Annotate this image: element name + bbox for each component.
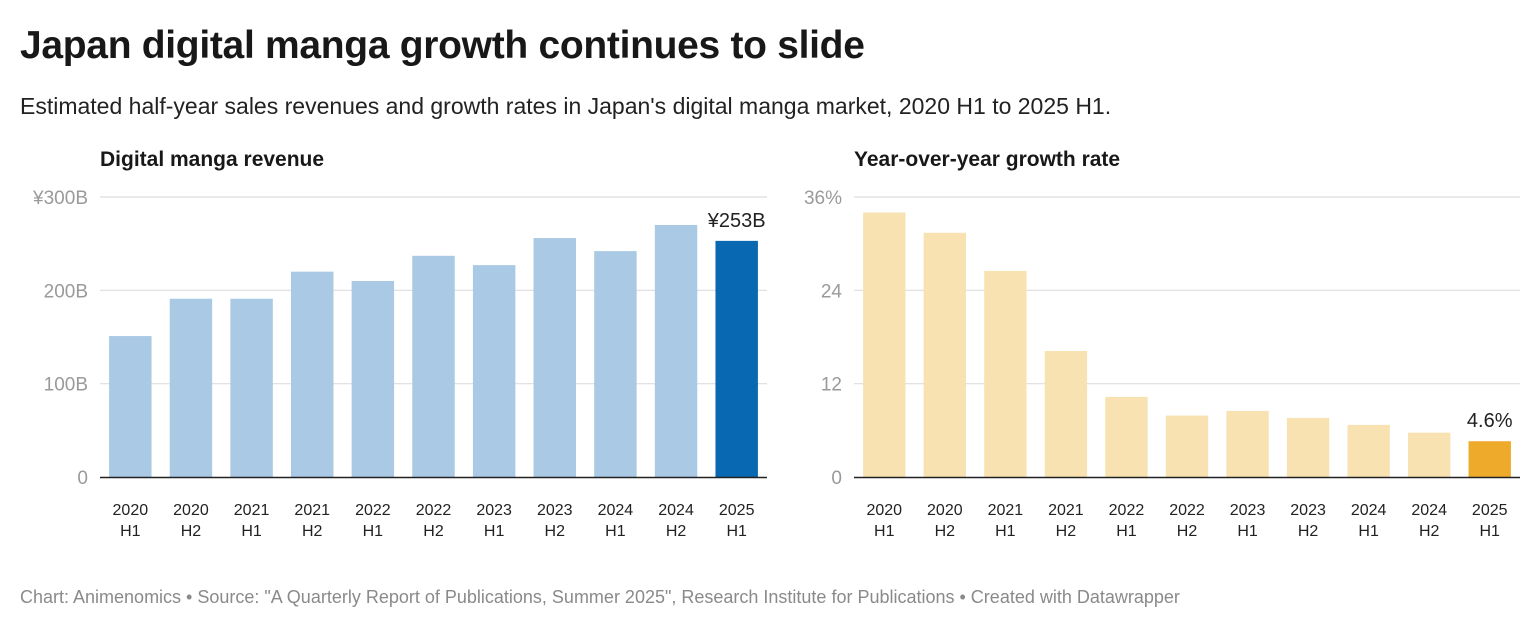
bar	[1226, 410, 1269, 477]
x-tick-label: 2021	[1048, 502, 1084, 519]
x-tick-label: 2020	[173, 502, 209, 519]
bar	[472, 265, 516, 477]
bar	[1044, 351, 1088, 477]
x-tick-label: 2024	[658, 502, 694, 519]
x-tick-label: 2023	[1290, 502, 1326, 519]
x-tick-label: H1	[363, 523, 384, 540]
bar	[923, 232, 967, 477]
x-tick-label: 2021	[294, 502, 330, 519]
bar	[1165, 415, 1209, 477]
bar	[594, 251, 637, 477]
x-tick-label: 2022	[1169, 502, 1205, 519]
x-tick-label: H2	[423, 523, 444, 540]
bar	[533, 238, 576, 477]
x-tick-label: H1	[605, 523, 626, 540]
x-tick-label: H1	[726, 523, 747, 540]
x-tick-label: H1	[1237, 523, 1258, 540]
x-tick-label: 2020	[866, 502, 902, 519]
y-tick-label: 24	[821, 281, 843, 302]
bar	[230, 298, 273, 477]
x-tick-label: H1	[484, 523, 505, 540]
bar	[1286, 417, 1330, 477]
x-tick-label: 2022	[416, 502, 452, 519]
data-label: 4.6%	[1467, 410, 1513, 432]
x-tick-label: H2	[666, 523, 687, 540]
chart-title: Japan digital manga growth continues to …	[20, 24, 865, 67]
y-tick-label: 0	[77, 468, 88, 489]
x-tick-label: 2024	[598, 502, 634, 519]
x-tick-label: 2025	[1472, 502, 1508, 519]
x-tick-label: H2	[545, 523, 566, 540]
x-tick-label: H1	[874, 523, 895, 540]
x-tick-label: 2020	[113, 502, 149, 519]
y-tick-label: 100B	[44, 375, 88, 396]
x-tick-label: H1	[1480, 523, 1501, 540]
x-tick-label: 2020	[927, 502, 963, 519]
bar	[1468, 441, 1511, 477]
x-tick-label: 2024	[1351, 502, 1387, 519]
bar	[412, 255, 455, 477]
x-tick-label: H1	[1358, 523, 1379, 540]
revenue-panel-title: Digital manga revenue	[100, 148, 325, 171]
x-tick-label: 2025	[719, 502, 755, 519]
x-tick-label: 2021	[234, 502, 270, 519]
x-tick-label: 2024	[1411, 502, 1447, 519]
y-tick-label: 12	[821, 375, 842, 396]
growth-panel-title: Year-over-year growth rate	[854, 148, 1121, 171]
y-tick-label: 200B	[44, 281, 88, 302]
chart-subtitle: Estimated half-year sales revenues and g…	[20, 93, 1112, 119]
x-tick-label: H1	[241, 523, 262, 540]
x-tick-label: H2	[181, 523, 202, 540]
x-tick-label: 2023	[1230, 502, 1266, 519]
y-tick-label: 0	[831, 468, 842, 489]
bar	[351, 281, 395, 477]
revenue-chart: 0 100B 200B ¥300B 2020 H1 2020 H2 2021 H1 2021 H2 20…	[32, 188, 767, 540]
x-tick-label: H2	[1419, 523, 1440, 540]
data-label: ¥253B	[707, 210, 766, 232]
x-tick-label: 2022	[355, 502, 391, 519]
x-tick-label: H1	[1116, 523, 1137, 540]
bar	[984, 270, 1027, 477]
x-tick-label: 2022	[1109, 502, 1145, 519]
x-tick-label: H2	[1298, 523, 1319, 540]
bar	[863, 212, 906, 477]
x-tick-label: 2023	[476, 502, 512, 519]
growth-chart: 0 12 24 36% 2020 H1 2020 H2 2021 H1 2021 H2 2022 H1 20…	[804, 188, 1520, 540]
bar	[1347, 424, 1390, 477]
x-tick-label: H2	[1177, 523, 1198, 540]
y-tick-label: 36%	[804, 188, 842, 209]
x-tick-label: H2	[302, 523, 323, 540]
bar	[654, 225, 698, 477]
x-tick-label: H2	[1056, 523, 1077, 540]
bar	[715, 240, 758, 477]
x-tick-label: 2021	[988, 502, 1024, 519]
x-tick-label: H1	[120, 523, 141, 540]
bar	[109, 336, 152, 477]
bar	[169, 298, 213, 477]
chart-credit-footer: Chart: Animenomics • Source: "A Quarterl…	[20, 587, 1180, 607]
x-tick-label: H1	[995, 523, 1016, 540]
y-tick-label: ¥300B	[32, 188, 88, 209]
x-tick-label: 2023	[537, 502, 573, 519]
bar	[1105, 396, 1148, 477]
bar	[291, 271, 334, 477]
x-tick-label: H2	[935, 523, 956, 540]
bar	[1407, 432, 1451, 477]
